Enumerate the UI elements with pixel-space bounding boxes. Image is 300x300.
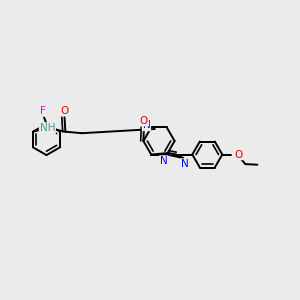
Text: F: F [40,106,46,116]
Text: N: N [160,156,168,166]
Text: NH: NH [40,123,55,133]
Text: O: O [60,106,69,116]
Text: N: N [181,159,189,169]
Text: N: N [142,120,150,130]
Text: O: O [140,116,148,126]
Text: O: O [234,149,242,160]
